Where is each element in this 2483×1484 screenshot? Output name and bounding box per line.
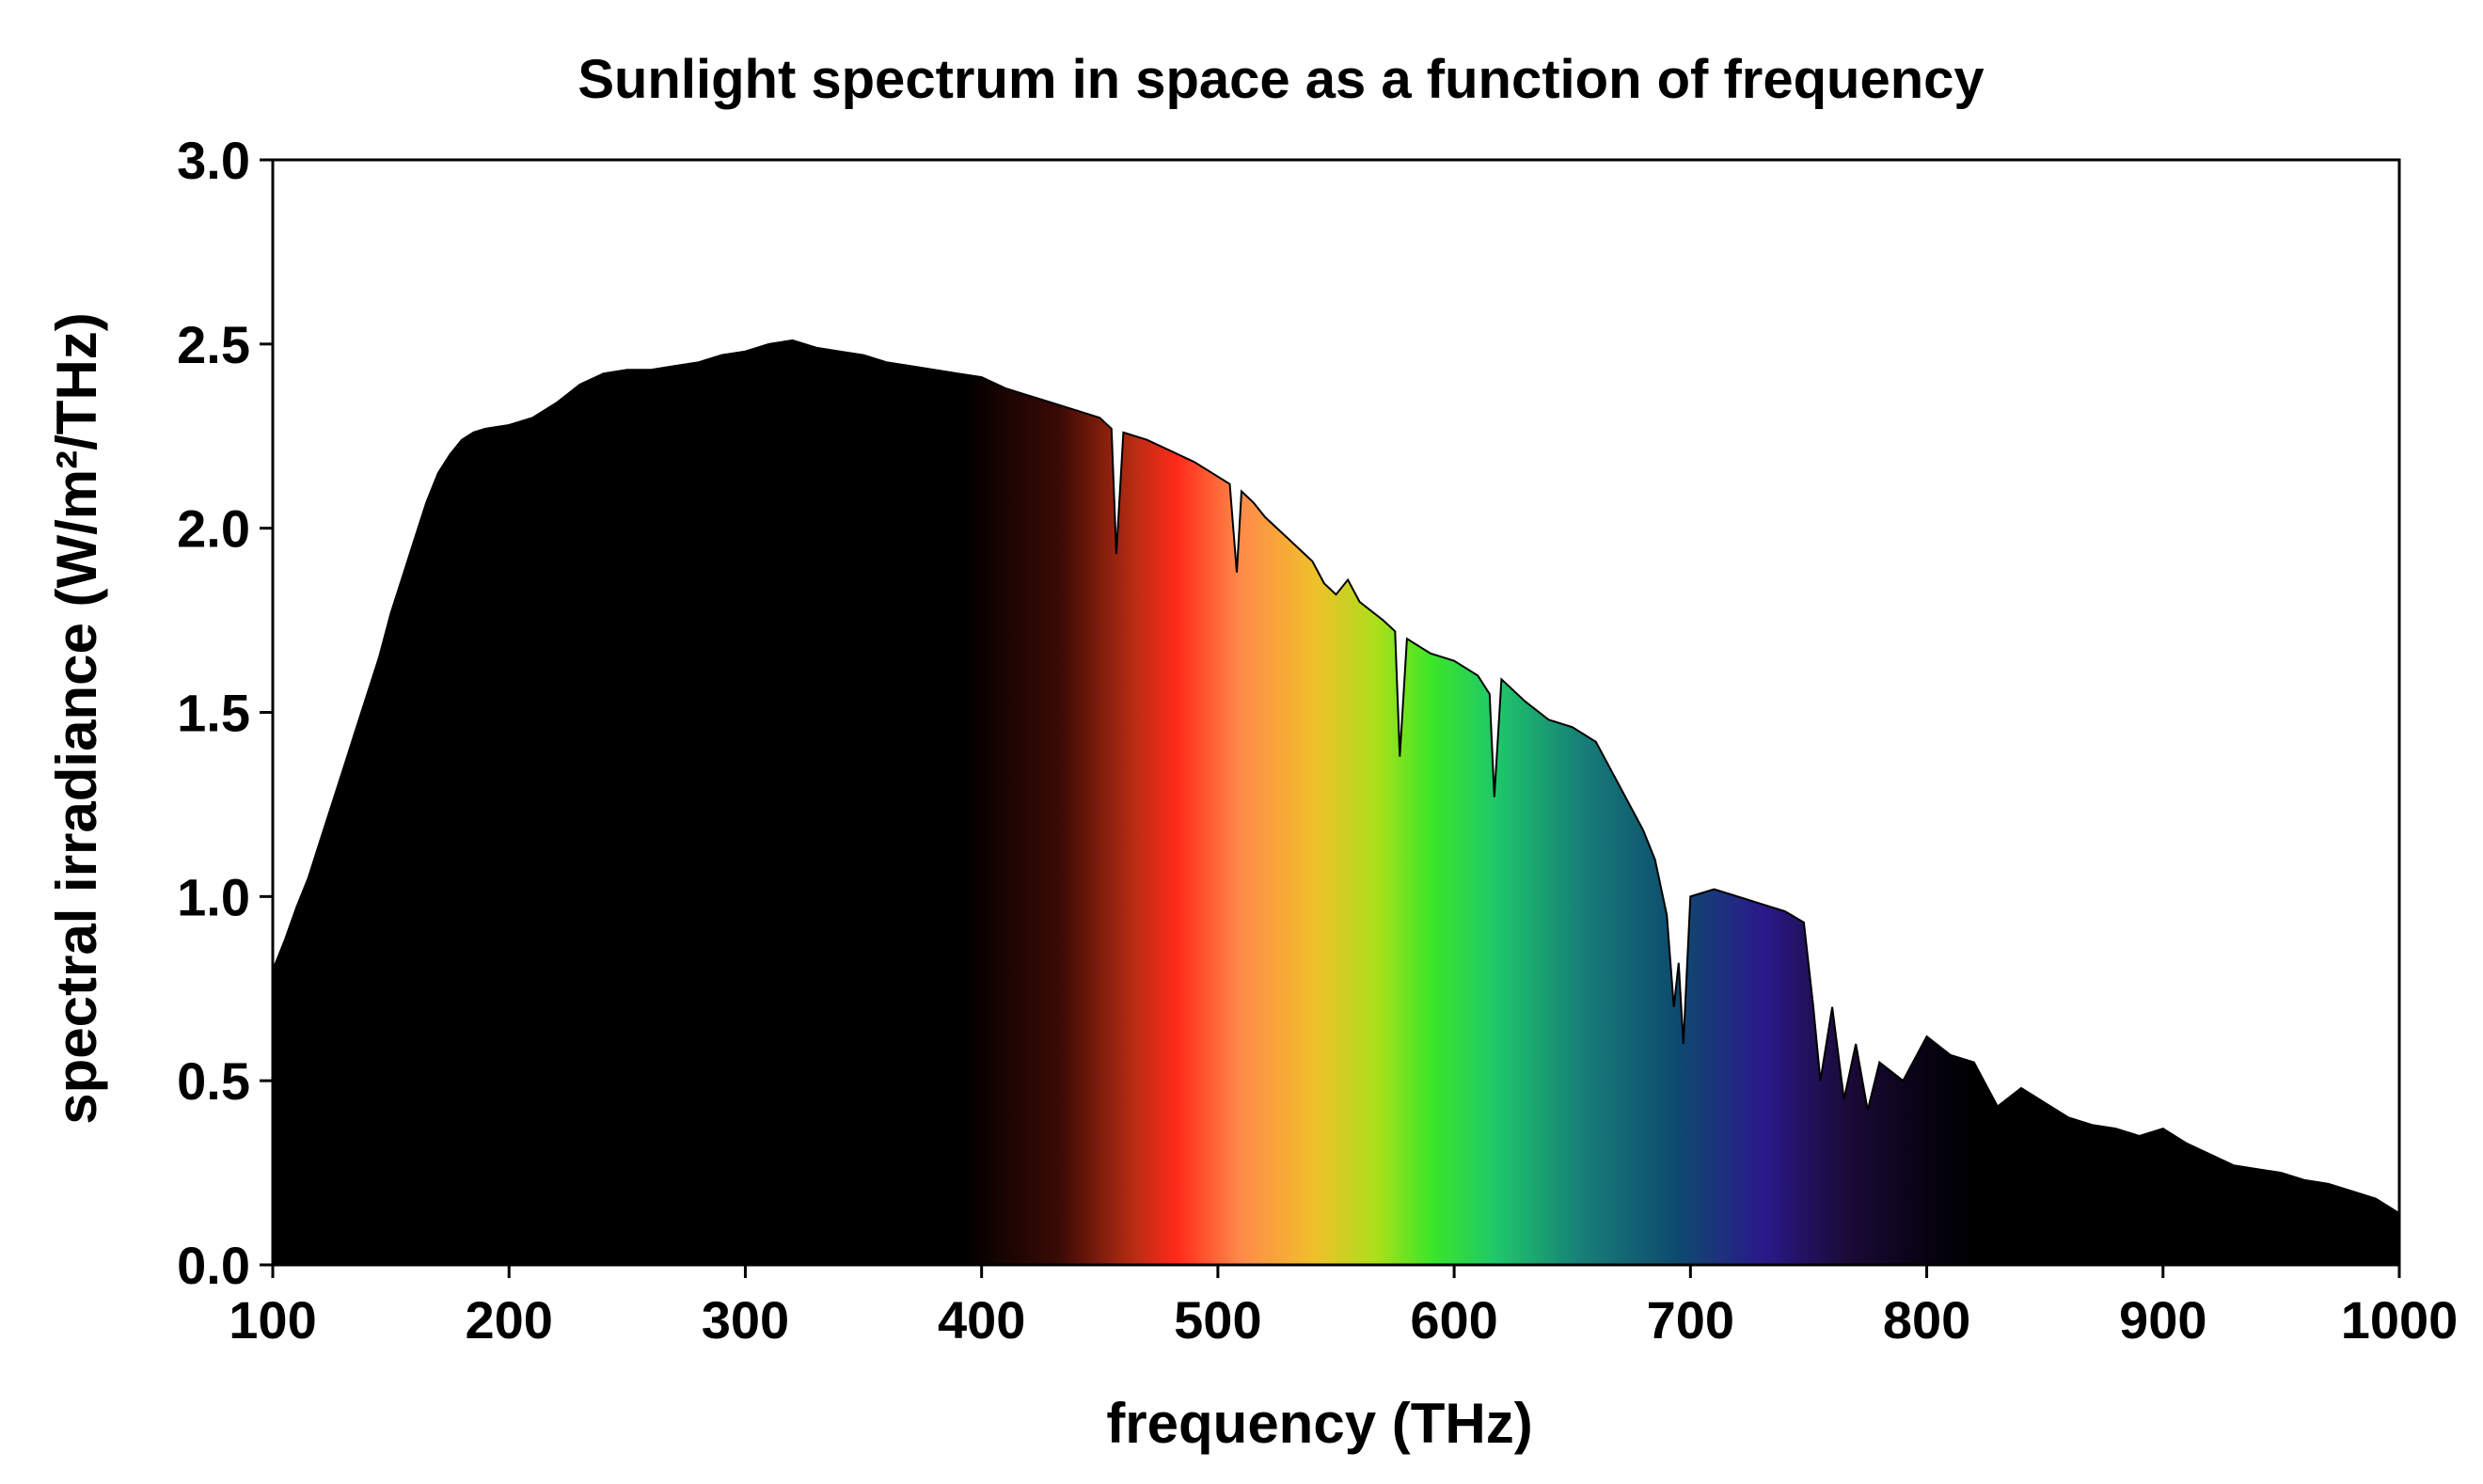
x-tick-label: 800 (1883, 1290, 1970, 1350)
x-tick-label: 600 (1410, 1290, 1497, 1350)
y-axis: 0.0 0.5 1.0 1.5 2.0 2.5 3.0 (177, 131, 273, 1295)
x-tick-label: 500 (1174, 1290, 1261, 1350)
chart-title: Sunlight spectrum in space as a function… (577, 49, 1984, 110)
plot-area (271, 158, 2401, 1267)
x-axis: 100 200 300 400 500 600 700 800 900 1000 (229, 1265, 2458, 1350)
x-tick-label: 900 (2119, 1290, 2206, 1350)
spectrum-area (272, 339, 2400, 1266)
x-tick-label: 300 (702, 1290, 789, 1350)
x-tick-label: 1000 (2341, 1290, 2459, 1350)
y-tick-label: 1.0 (177, 867, 250, 926)
x-tick-label: 100 (229, 1290, 316, 1350)
x-tick-label: 200 (466, 1290, 553, 1350)
y-axis-label: spectral irradiance (W/m²/THz) (45, 312, 108, 1125)
y-tick-label: 0.5 (177, 1051, 250, 1111)
y-tick-label: 2.5 (177, 315, 250, 374)
x-tick-label: 700 (1647, 1290, 1734, 1350)
x-axis-label: frequency (THz) (1106, 1392, 1532, 1455)
y-tick-label: 1.5 (177, 684, 250, 743)
y-tick-label: 3.0 (177, 131, 250, 190)
x-tick-label: 400 (938, 1290, 1025, 1350)
y-tick-label: 0.0 (177, 1236, 250, 1295)
y-tick-label: 2.0 (177, 499, 250, 559)
